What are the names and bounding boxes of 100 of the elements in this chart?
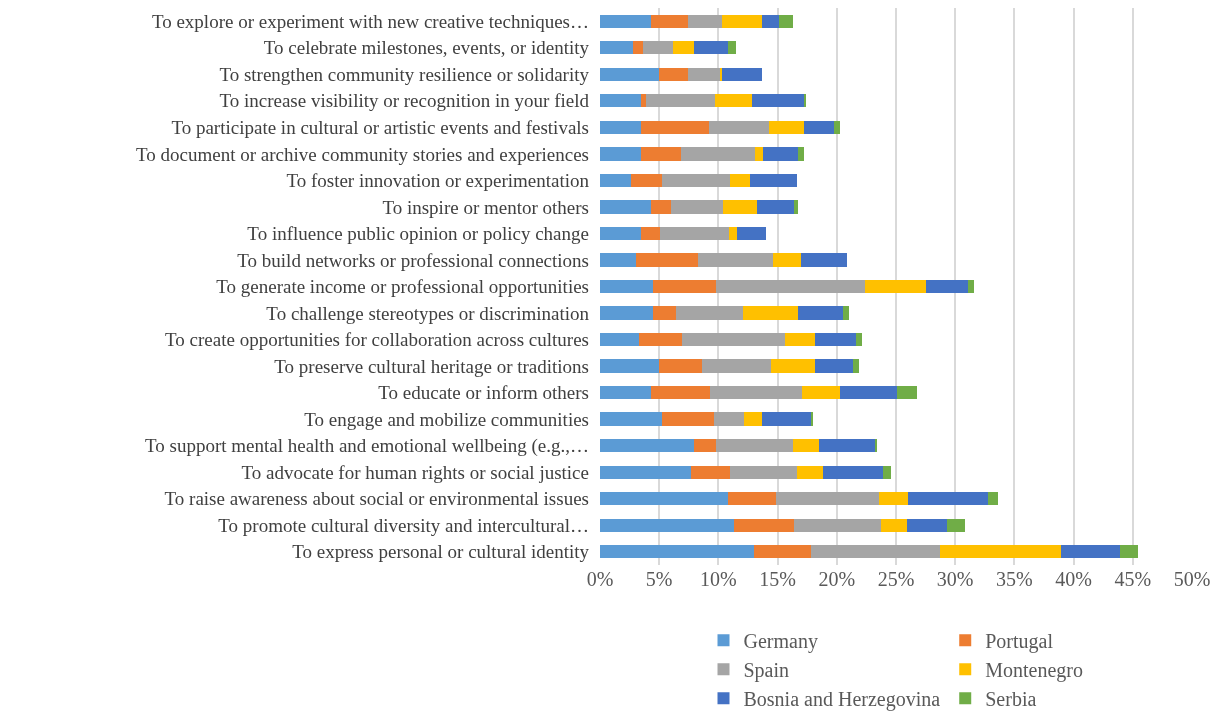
bar — [907, 492, 989, 506]
bar — [641, 226, 661, 241]
bar — [642, 41, 674, 55]
bar — [650, 200, 672, 214]
bar — [661, 412, 714, 426]
bar — [751, 94, 804, 108]
bar — [600, 94, 642, 108]
bar — [730, 465, 797, 479]
bar — [882, 465, 892, 479]
bar — [675, 306, 744, 320]
bar — [600, 492, 728, 506]
y-tick-label: To create opportunities for collaboration across cultures — [165, 329, 589, 351]
x-tick-label: 45% — [1114, 568, 1152, 590]
bar — [630, 173, 662, 188]
y-tick-label: To build networks or professional connections — [237, 249, 589, 271]
bar — [639, 332, 682, 347]
bar — [650, 14, 688, 28]
y-tick-label: To challenge stereotypes or discrimination — [266, 302, 590, 324]
x-tick-label: 0% — [586, 568, 614, 590]
legend-label: Portugal — [985, 630, 1054, 653]
legend-label: Montenegro — [985, 659, 1083, 682]
bar — [721, 67, 763, 81]
y-tick-label: To explore or experiment with new creative techniques… — [151, 10, 589, 32]
bar — [750, 173, 797, 188]
bar — [803, 120, 835, 134]
bar — [673, 41, 694, 55]
y-tick-label: To advocate for human rights or social justice — [241, 461, 589, 483]
bar — [755, 147, 764, 161]
bar — [744, 412, 763, 426]
bar — [796, 465, 823, 479]
bar — [810, 545, 940, 559]
bar — [600, 465, 692, 479]
bar — [988, 492, 998, 506]
y-tick-label: To support mental health and emotional wellbeing (e.g.,… — [144, 435, 589, 458]
bar — [842, 306, 849, 320]
bar — [687, 67, 720, 81]
bar — [600, 306, 654, 320]
y-tick-label: To influence public opinion or policy change — [247, 223, 589, 245]
bar — [810, 412, 814, 426]
bar — [600, 14, 651, 28]
bar — [600, 41, 634, 55]
bar — [778, 14, 793, 28]
bar — [650, 385, 711, 400]
bar — [737, 226, 766, 241]
bar — [753, 545, 811, 559]
bar — [815, 332, 856, 347]
bar — [925, 279, 969, 294]
bar — [906, 518, 947, 532]
bar — [659, 359, 702, 373]
bar — [600, 385, 651, 400]
x-tick-label: 30% — [936, 568, 974, 590]
bar — [794, 518, 881, 532]
legend-label: Serbia — [985, 688, 1037, 710]
bar — [776, 492, 880, 506]
bar — [661, 173, 731, 188]
bar — [762, 14, 779, 28]
bar — [727, 492, 777, 506]
y-tick-label: To promote cultural diversity and intercultural… — [218, 514, 589, 536]
bar — [710, 385, 803, 400]
bar — [853, 359, 860, 373]
bar — [635, 253, 699, 267]
y-tick-label: To educate or inform others — [378, 382, 589, 404]
y-tick-label: To increase visibility or recognition in your field — [219, 90, 590, 112]
bar — [600, 200, 651, 214]
bar — [733, 518, 795, 532]
bar — [681, 332, 785, 347]
bar — [600, 253, 636, 267]
bar — [716, 279, 866, 294]
y-tick-label: To document or archive community stories and experiences — [136, 143, 589, 165]
y-tick-label: To generate income or professional opportunities — [216, 276, 589, 298]
bar — [801, 253, 848, 267]
x-tick-label: 50% — [1173, 568, 1211, 590]
x-tick-label: 15% — [759, 568, 796, 590]
bar — [600, 120, 642, 134]
bar — [757, 200, 795, 214]
bar — [708, 120, 770, 134]
bar — [600, 359, 660, 373]
bar — [680, 147, 756, 161]
bar — [600, 412, 662, 426]
bar — [1119, 545, 1138, 559]
bar — [714, 94, 752, 108]
bar — [763, 147, 798, 161]
bar — [698, 253, 773, 267]
bar — [802, 385, 841, 400]
y-tick-label: To preserve cultural heritage or traditions — [274, 355, 589, 377]
bar — [727, 41, 737, 55]
bar — [729, 226, 738, 241]
x-tick-label: 20% — [818, 568, 856, 590]
legend-label: Germany — [743, 630, 818, 653]
bar — [723, 200, 758, 214]
y-tick-label: To foster innovation or experimentation — [286, 170, 590, 192]
x-tick-label: 25% — [877, 568, 915, 590]
bar — [770, 359, 816, 373]
y-tick-label: To participate in cultural or artistic events and festivals — [171, 117, 589, 139]
bar — [794, 200, 798, 214]
bar — [693, 439, 717, 453]
bar — [653, 279, 717, 294]
bar — [897, 385, 918, 400]
x-tick-label: 40% — [1055, 568, 1092, 590]
bar — [797, 147, 804, 161]
